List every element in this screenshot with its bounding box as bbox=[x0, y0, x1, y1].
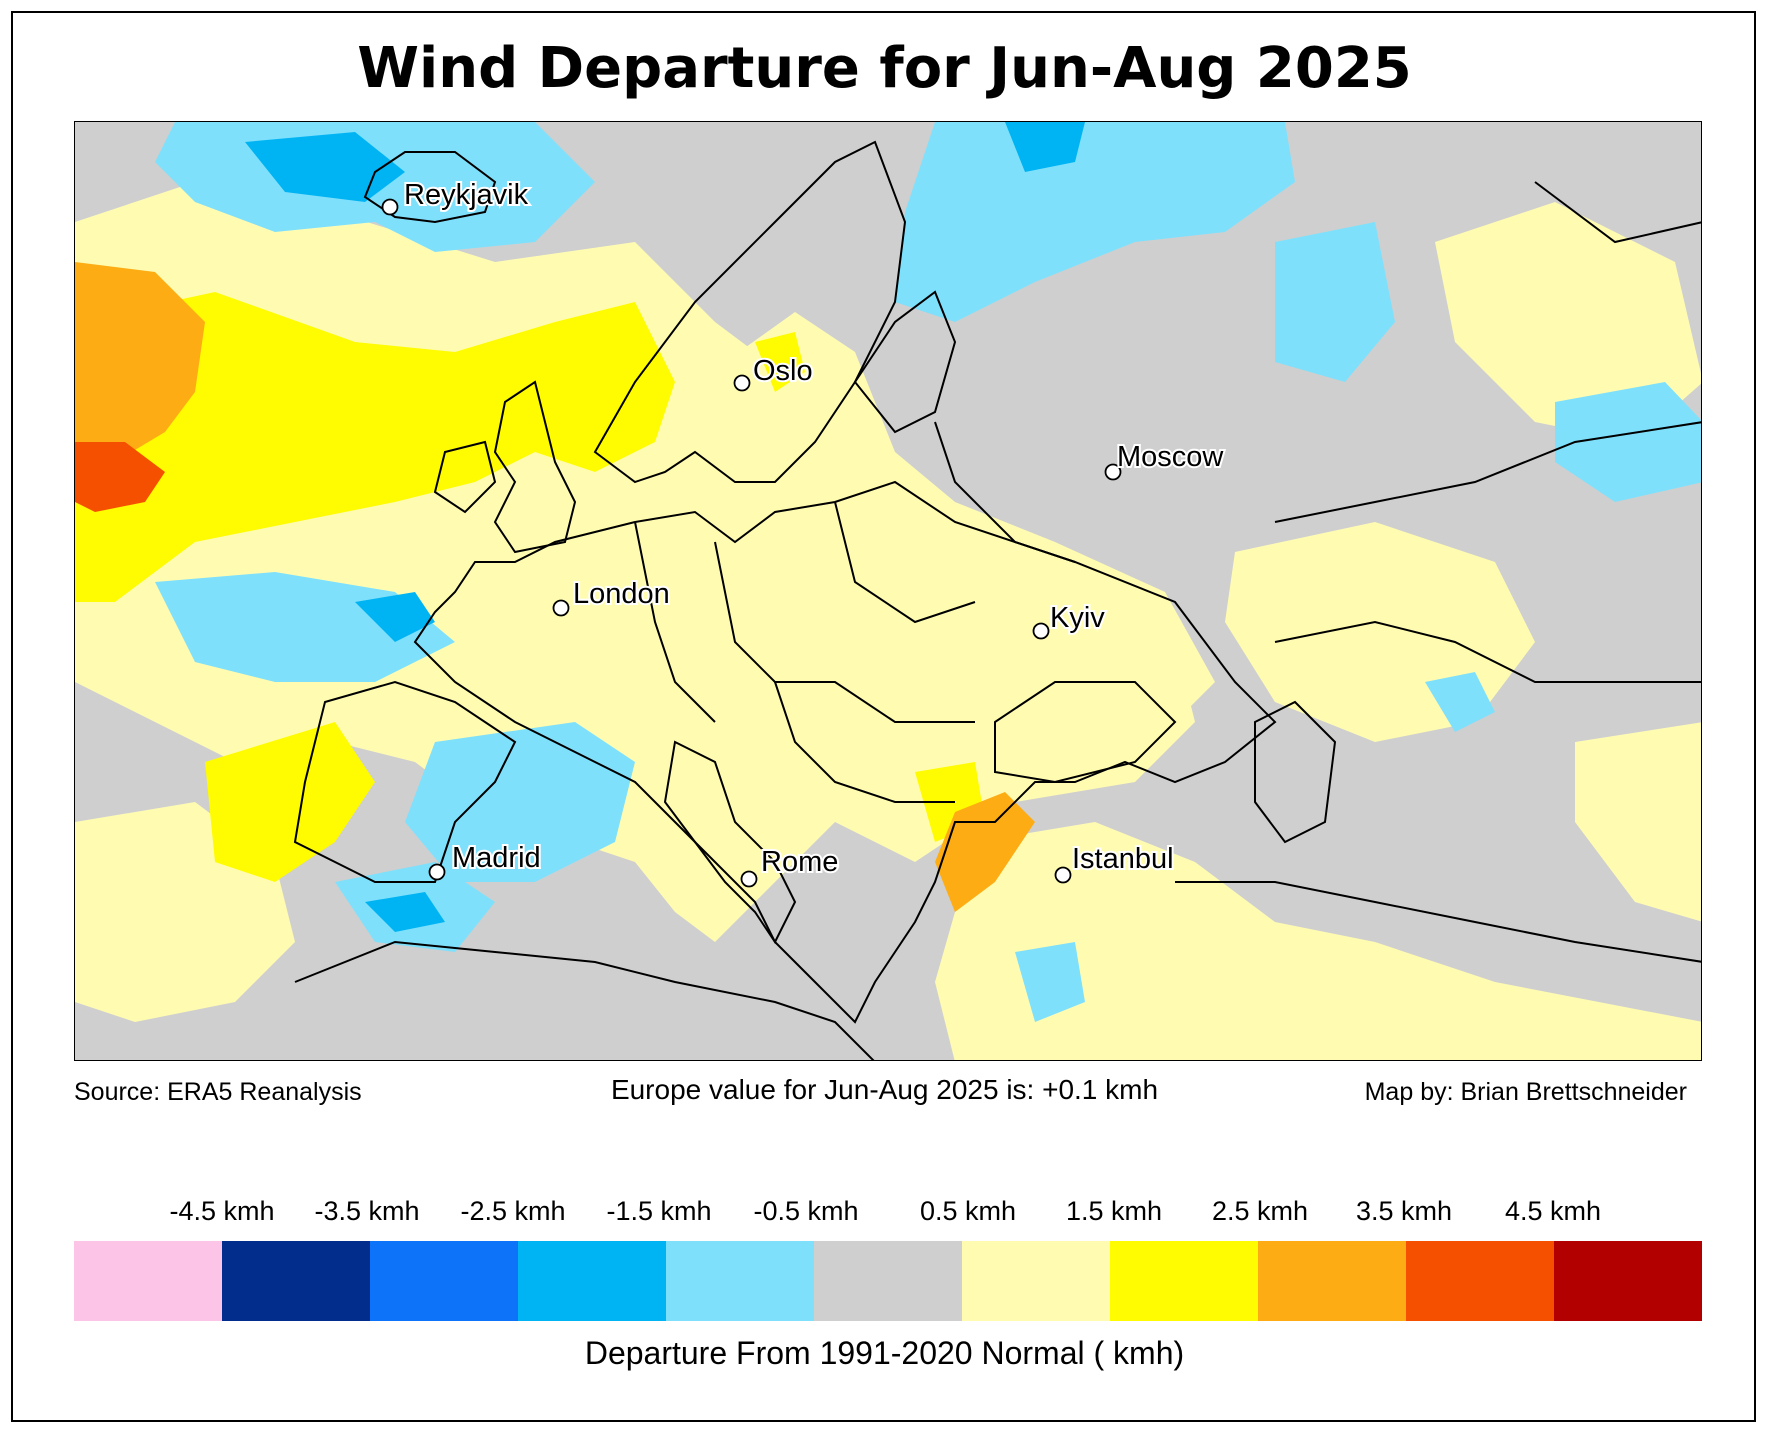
city-madrid: Madrid bbox=[428, 840, 543, 881]
city-label-kyiv: Kyiv bbox=[1050, 602, 1105, 634]
city-istanbul: Istanbul bbox=[1054, 841, 1176, 884]
city-dot bbox=[381, 198, 399, 216]
city-dot bbox=[733, 374, 751, 392]
border-line bbox=[714, 541, 975, 723]
colorbar-swatch bbox=[222, 1241, 370, 1321]
map-canvas: Reykjavik Oslo Moscow London Kyiv Madrid bbox=[75, 122, 1701, 1060]
city-reykjavik: Reykjavik bbox=[381, 177, 531, 216]
city-label-oslo: Oslo bbox=[753, 355, 813, 387]
colorbar-tick: -0.5 kmh bbox=[753, 1196, 859, 1226]
city-dot bbox=[428, 863, 446, 881]
source-note: Source: ERA5 Reanalysis bbox=[74, 1078, 362, 1106]
city-moscow: Moscow bbox=[1104, 439, 1226, 481]
north-africa-coast bbox=[294, 940, 875, 1060]
black-sea-coast bbox=[994, 681, 1177, 784]
british-isles-coast bbox=[493, 380, 577, 554]
city-dot bbox=[552, 599, 570, 617]
light-blue-region bbox=[1425, 672, 1495, 732]
light-blue-region bbox=[1015, 942, 1085, 1022]
pale-yellow-region bbox=[895, 592, 1195, 802]
yellow-region bbox=[755, 332, 805, 392]
city-dot bbox=[1054, 866, 1072, 884]
caspian-coast bbox=[1254, 700, 1337, 844]
border-line bbox=[834, 501, 976, 624]
city-label-madrid: Madrid bbox=[452, 842, 541, 874]
anomaly-map: Reykjavik Oslo Moscow London Kyiv Madrid bbox=[74, 121, 1702, 1061]
finland-border bbox=[853, 290, 957, 434]
blue-region bbox=[355, 592, 435, 642]
italy-coast bbox=[663, 740, 797, 944]
city-label-istanbul: Istanbul bbox=[1072, 843, 1174, 875]
colorbar-swatch bbox=[370, 1241, 518, 1321]
iceland-coast bbox=[363, 151, 497, 224]
pale-yellow-region bbox=[1435, 202, 1701, 442]
light-blue-region bbox=[405, 722, 635, 882]
pale-yellow-region bbox=[1575, 722, 1701, 922]
city-dot bbox=[1032, 622, 1050, 640]
mainland-coast bbox=[413, 480, 1277, 1024]
colorbar-swatch bbox=[814, 1241, 962, 1321]
anomaly-fields bbox=[75, 122, 1701, 1060]
colorbar bbox=[74, 1241, 1702, 1321]
border-line bbox=[774, 681, 955, 803]
colorbar-tick: -1.5 kmh bbox=[606, 1196, 712, 1226]
border-line bbox=[1274, 421, 1701, 523]
colorbar-swatch bbox=[666, 1241, 814, 1321]
city-label-reykjavik: Reykjavik bbox=[404, 179, 529, 211]
coastlines-and-borders bbox=[293, 140, 1701, 1060]
colorbar-tick: -4.5 kmh bbox=[169, 1196, 275, 1226]
red-orange-region bbox=[75, 442, 165, 512]
border-line bbox=[934, 421, 1076, 563]
colorbar-swatch bbox=[1554, 1241, 1702, 1321]
border-line bbox=[634, 521, 716, 723]
city-label-moscow: Moscow bbox=[1117, 441, 1224, 473]
city-markers: Reykjavik Oslo Moscow London Kyiv Madrid bbox=[381, 177, 1226, 888]
orange-region bbox=[75, 262, 205, 462]
city-rome: Rome bbox=[740, 844, 840, 888]
colorbar-tick: -2.5 kmh bbox=[460, 1196, 566, 1226]
border-line bbox=[1274, 620, 1701, 683]
colorbar-tick: 1.5 kmh bbox=[1065, 1196, 1163, 1226]
pale-yellow-region bbox=[935, 822, 1701, 1060]
colorbar-tick: -3.5 kmh bbox=[314, 1196, 420, 1226]
light-blue-region bbox=[1275, 222, 1395, 382]
colorbar-tick: 2.5 kmh bbox=[1211, 1196, 1309, 1226]
light-blue-region bbox=[895, 122, 1295, 322]
colorbar-swatch bbox=[1110, 1241, 1258, 1321]
colorbar-swatch bbox=[518, 1241, 666, 1321]
city-kyiv: Kyiv bbox=[1032, 600, 1107, 640]
colorbar-swatch bbox=[962, 1241, 1110, 1321]
yellow-region bbox=[205, 722, 375, 882]
border-line bbox=[1175, 881, 1701, 963]
colorbar-label: Departure From 1991-2020 Normal ( kmh) bbox=[584, 1335, 1185, 1371]
blue-region bbox=[245, 132, 405, 202]
city-dot bbox=[740, 870, 758, 888]
iberia-coast bbox=[293, 680, 517, 883]
europe-summary-value: Europe value for Jun-Aug 2025 is: +0.1 k… bbox=[610, 1074, 1159, 1105]
city-label-london: London bbox=[573, 578, 670, 610]
colorbar-tick: 0.5 kmh bbox=[919, 1196, 1017, 1226]
figure-frame bbox=[11, 11, 1756, 1422]
ireland-coast bbox=[433, 440, 497, 514]
colorbar-swatch bbox=[1406, 1241, 1554, 1321]
yellow-region bbox=[75, 292, 675, 602]
colorbar-swatch bbox=[1258, 1241, 1406, 1321]
map-title: Wind Departure for Jun-Aug 2025 bbox=[357, 36, 1412, 101]
colorbar-tick: 3.5 kmh bbox=[1355, 1196, 1453, 1226]
blue-region bbox=[1005, 122, 1085, 172]
map-credit: Map by: Brian Brettschneider bbox=[1364, 1078, 1687, 1106]
city-london: London bbox=[552, 576, 672, 617]
colorbar-tick: 4.5 kmh bbox=[1504, 1196, 1602, 1226]
blue-region bbox=[365, 892, 445, 932]
border-line bbox=[1534, 181, 1701, 244]
city-oslo: Oslo bbox=[733, 353, 815, 392]
light-blue-region bbox=[1555, 382, 1701, 502]
colorbar-swatch bbox=[74, 1241, 222, 1321]
scandinavia-coast bbox=[593, 140, 907, 484]
city-label-rome: Rome bbox=[761, 846, 838, 878]
city-dot bbox=[1104, 463, 1122, 481]
